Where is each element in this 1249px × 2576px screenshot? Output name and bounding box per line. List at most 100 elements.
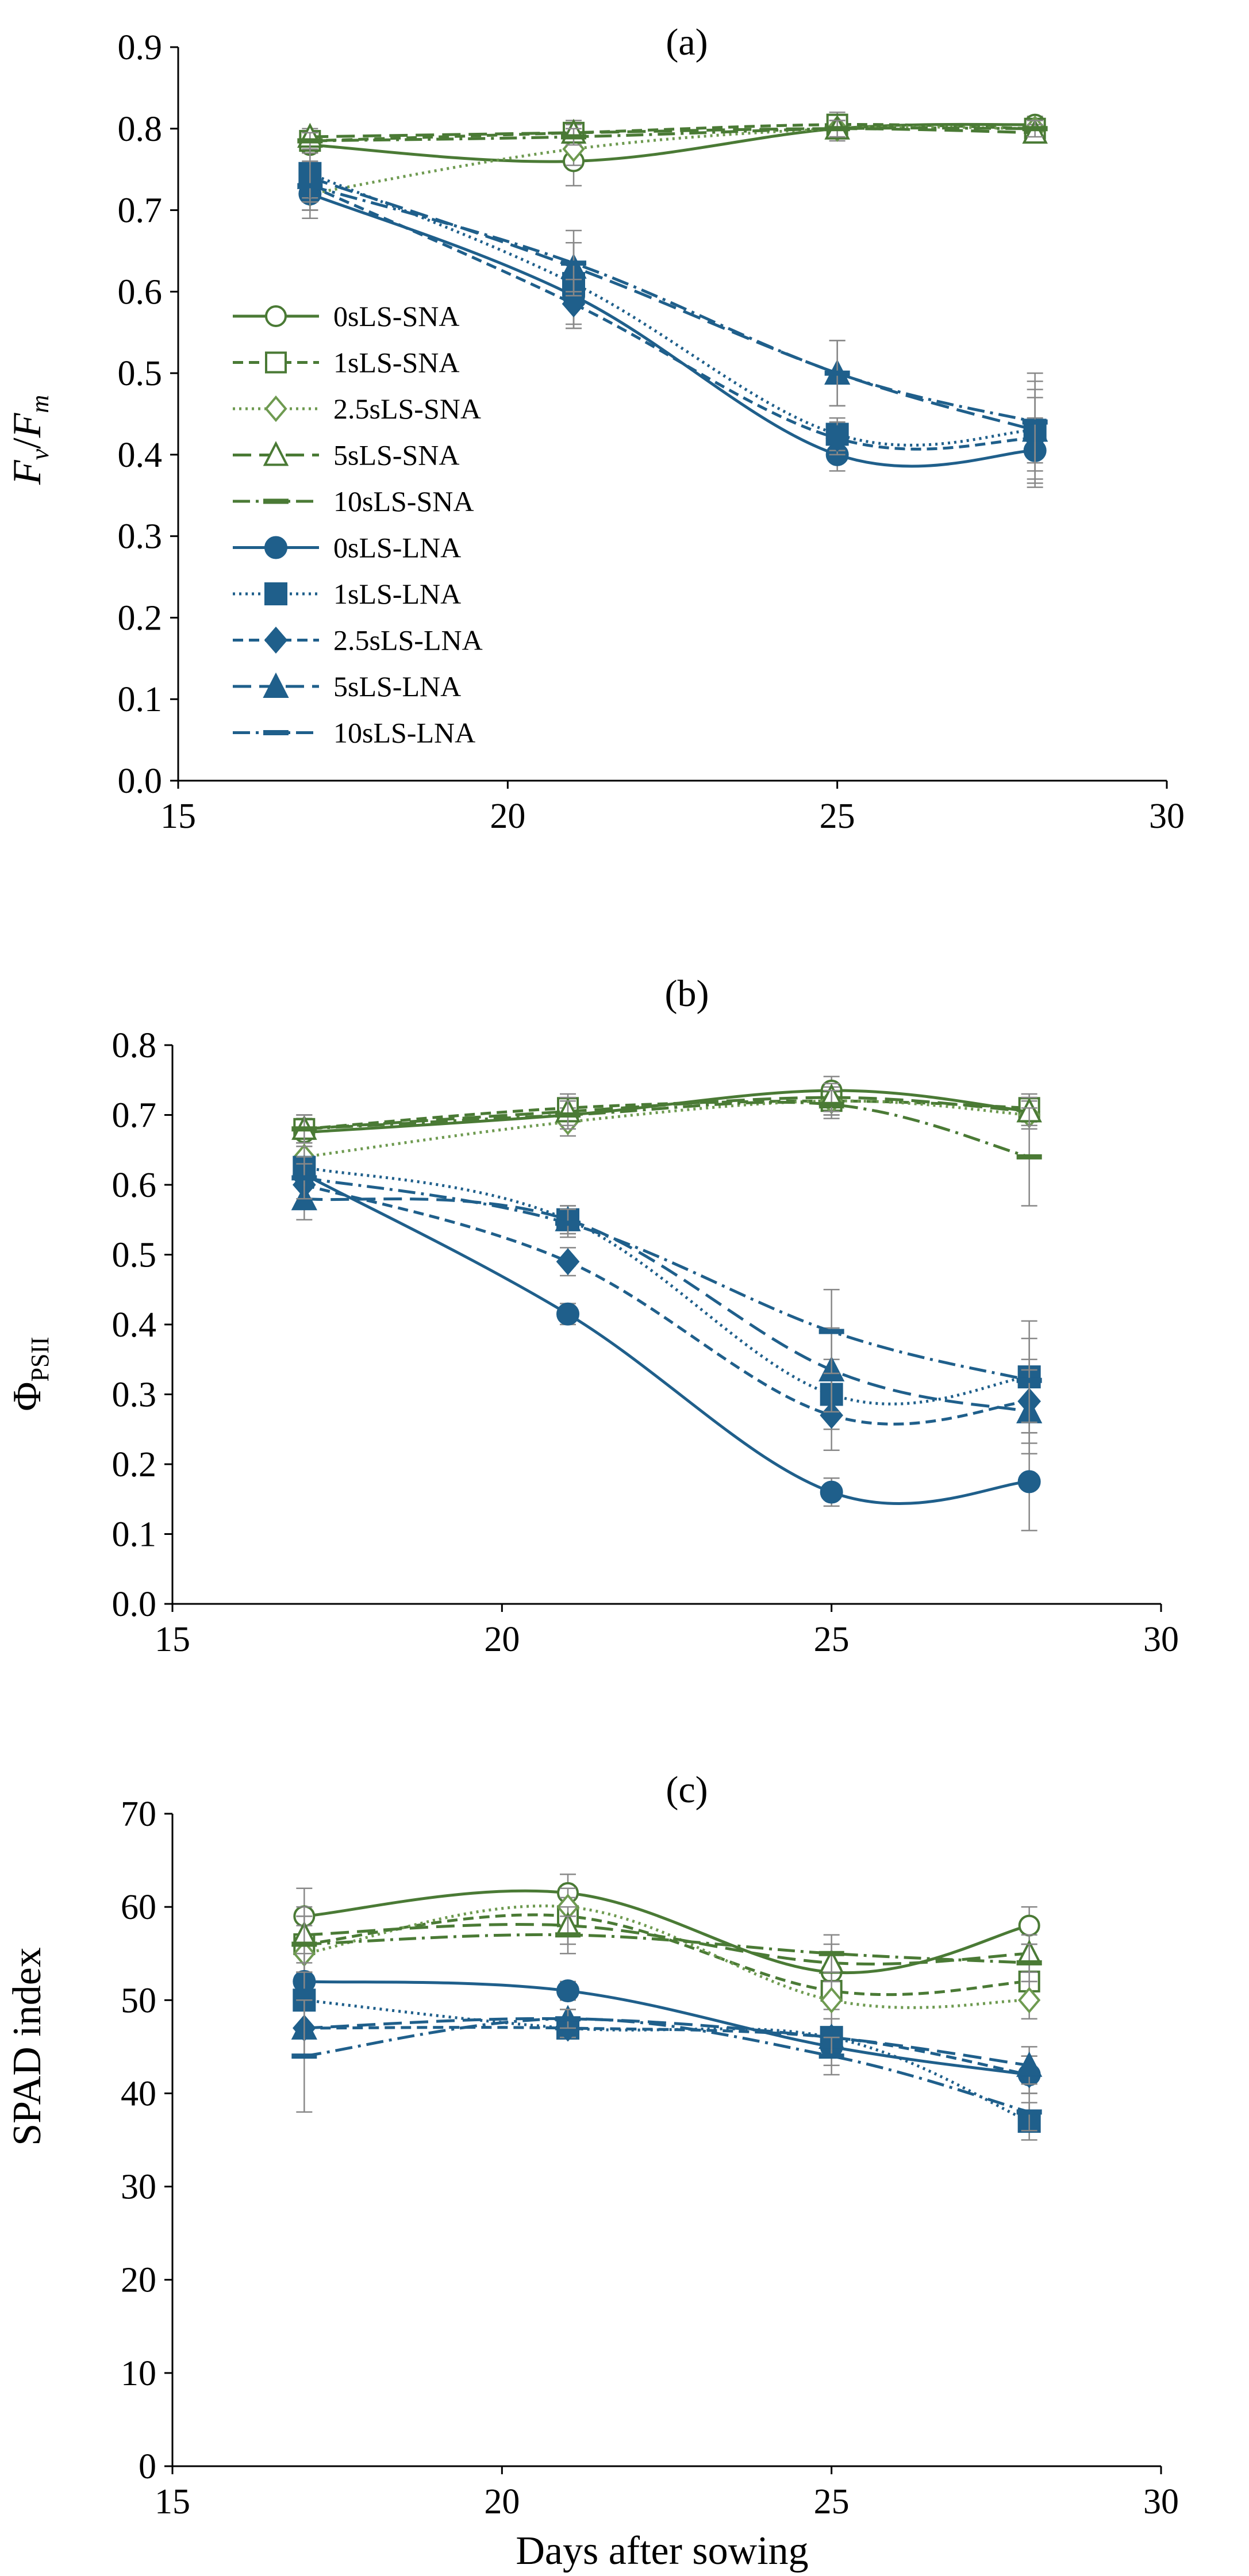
panel-b-ylabel: ΦPSII: [5, 1337, 54, 1411]
y-tick-label: 0.4: [112, 1306, 157, 1345]
legend-marker: [264, 395, 287, 423]
series-line: [303, 1166, 1029, 1406]
series-line: [304, 1889, 1030, 1975]
legend-label: 10sLS-LNA: [333, 717, 475, 749]
y-tick-label: 0.5: [118, 354, 163, 393]
data-point: [556, 1979, 579, 2003]
y-tick-label: 70: [121, 1795, 156, 1834]
series-1sls-sna: [299, 112, 1046, 152]
data-point: [1017, 1470, 1041, 1494]
x-tick-label: 20: [484, 2482, 520, 2521]
y-tick-label: 0.4: [118, 436, 163, 475]
legend-item: 5sLS-LNA: [233, 670, 461, 702]
legend-marker: [265, 305, 287, 327]
x-tick-label: 15: [160, 797, 196, 836]
series-line: [309, 184, 1036, 424]
legend-item: 1sLS-SNA: [233, 347, 459, 379]
legend-item: 0sLS-SNA: [233, 300, 459, 332]
data-point: [562, 290, 586, 318]
series-line: [309, 125, 1035, 195]
legend-label: 2.5sLS-SNA: [333, 393, 481, 425]
y-tick-label: 0: [139, 2447, 156, 2486]
data-point: [556, 1302, 579, 1326]
legend-marker: [263, 441, 289, 466]
y-tick-label: 0.0: [118, 762, 163, 801]
legend-label: 5sLS-LNA: [333, 670, 461, 702]
series-line: [304, 1089, 1029, 1134]
panel-a: (a) Fv/Fm 0.0 0.1 0.2 0.3 0.4 0.5 0.6 0.7 0.8 0.9…: [5, 21, 1185, 836]
y-tick-label: 0.2: [118, 598, 163, 638]
legend-marker: [264, 536, 287, 559]
series-2-5sls-lna: [293, 1163, 1041, 1451]
x-tick-label: 20: [490, 797, 525, 836]
y-tick-label: 0.9: [118, 28, 163, 67]
legend-item: 2.5sLS-LNA: [233, 624, 483, 657]
y-tick-label: 0.8: [112, 1026, 157, 1065]
x-tick-label: 25: [820, 797, 855, 836]
y-tick-label: 0.3: [112, 1376, 157, 1415]
data-point: [1018, 1987, 1041, 2014]
series-2-5sls-sna: [293, 1086, 1041, 1172]
panel-c-xlabel: Days after sowing: [516, 2529, 808, 2573]
series-10sls-sna: [291, 1915, 1042, 1983]
series-10sls-sna: [297, 120, 1048, 150]
x-tick-label: 15: [155, 1620, 190, 1659]
x-tick-label: 25: [814, 1620, 850, 1659]
y-tick-label: 10: [121, 2354, 156, 2393]
x-tick-label: 25: [814, 2482, 850, 2521]
y-tick-label: 0.7: [118, 191, 163, 231]
y-tick-label: 60: [121, 1888, 156, 1927]
series-line: [304, 1100, 1030, 1158]
series-line: [304, 1099, 1029, 1131]
series-0sls-lna: [293, 1952, 1041, 2094]
legend-label: 1sLS-SNA: [333, 347, 459, 379]
series-line: [304, 2026, 1030, 2076]
y-tick-label: 30: [121, 2168, 156, 2207]
legend-item: 2.5sLS-SNA: [233, 393, 481, 425]
series-0sls-lna: [293, 1160, 1041, 1531]
series-10sls-sna: [291, 1089, 1042, 1207]
legend-marker: [265, 351, 287, 374]
panel-c-title: (c): [666, 1769, 708, 1811]
data-point: [1018, 1914, 1040, 1937]
legend-item: 5sLS-SNA: [233, 439, 459, 471]
series-line: [304, 1099, 1029, 1158]
series-line: [304, 1197, 1030, 1414]
data-point: [820, 1480, 843, 1504]
legend-item: 10sLS-SNA: [233, 485, 474, 517]
y-tick-label: 0.6: [112, 1166, 157, 1205]
legend-label: 0sLS-SNA: [333, 300, 459, 332]
series-5sls-sna: [297, 114, 1048, 148]
series-2-5sls-sna: [293, 1887, 1041, 2020]
legend-marker: [264, 582, 287, 605]
legend-label: 0sLS-LNA: [333, 532, 461, 564]
panel-b-title: (b): [665, 973, 709, 1015]
panel-c-ylabel: SPAD index: [5, 1947, 49, 2146]
data-point: [1016, 2051, 1043, 2077]
panel-c: (c) SPAD index Days after sowing 0 10 20 30…: [5, 1769, 1179, 2573]
legend-item: 1sLS-LNA: [233, 578, 461, 610]
panel-b: (b) ΦPSII 0.0 0.1 0.2 0.3 0.4 0.5 0.6 0.7 0.8 15 2…: [5, 973, 1179, 1659]
x-tick-label: 20: [484, 1620, 520, 1659]
series-10sls-lna: [291, 1156, 1042, 1423]
series-line: [310, 126, 1035, 143]
legend-label: 1sLS-LNA: [333, 578, 461, 610]
y-tick-label: 0.6: [118, 272, 163, 312]
series-10sls-lna: [291, 1999, 1042, 2132]
series-5sls-lna: [291, 1177, 1043, 1455]
legend-item: 0sLS-LNA: [233, 532, 461, 564]
y-tick-label: 0.7: [112, 1096, 157, 1135]
y-tick-label: 0.0: [112, 1585, 157, 1624]
x-tick-label: 30: [1143, 1620, 1179, 1659]
series-1sls-lna: [293, 1145, 1041, 1434]
legend-label: 2.5sLS-LNA: [333, 624, 483, 657]
y-tick-label: 50: [121, 1981, 156, 2020]
series-line: [304, 1998, 1030, 2123]
series-1sls-lna: [293, 1971, 1041, 2141]
series-line: [309, 184, 1035, 451]
series-0sls-sna: [299, 113, 1046, 187]
y-tick-label: 0.1: [112, 1515, 157, 1554]
y-tick-label: 0.3: [118, 517, 163, 556]
x-tick-label: 30: [1149, 797, 1185, 836]
